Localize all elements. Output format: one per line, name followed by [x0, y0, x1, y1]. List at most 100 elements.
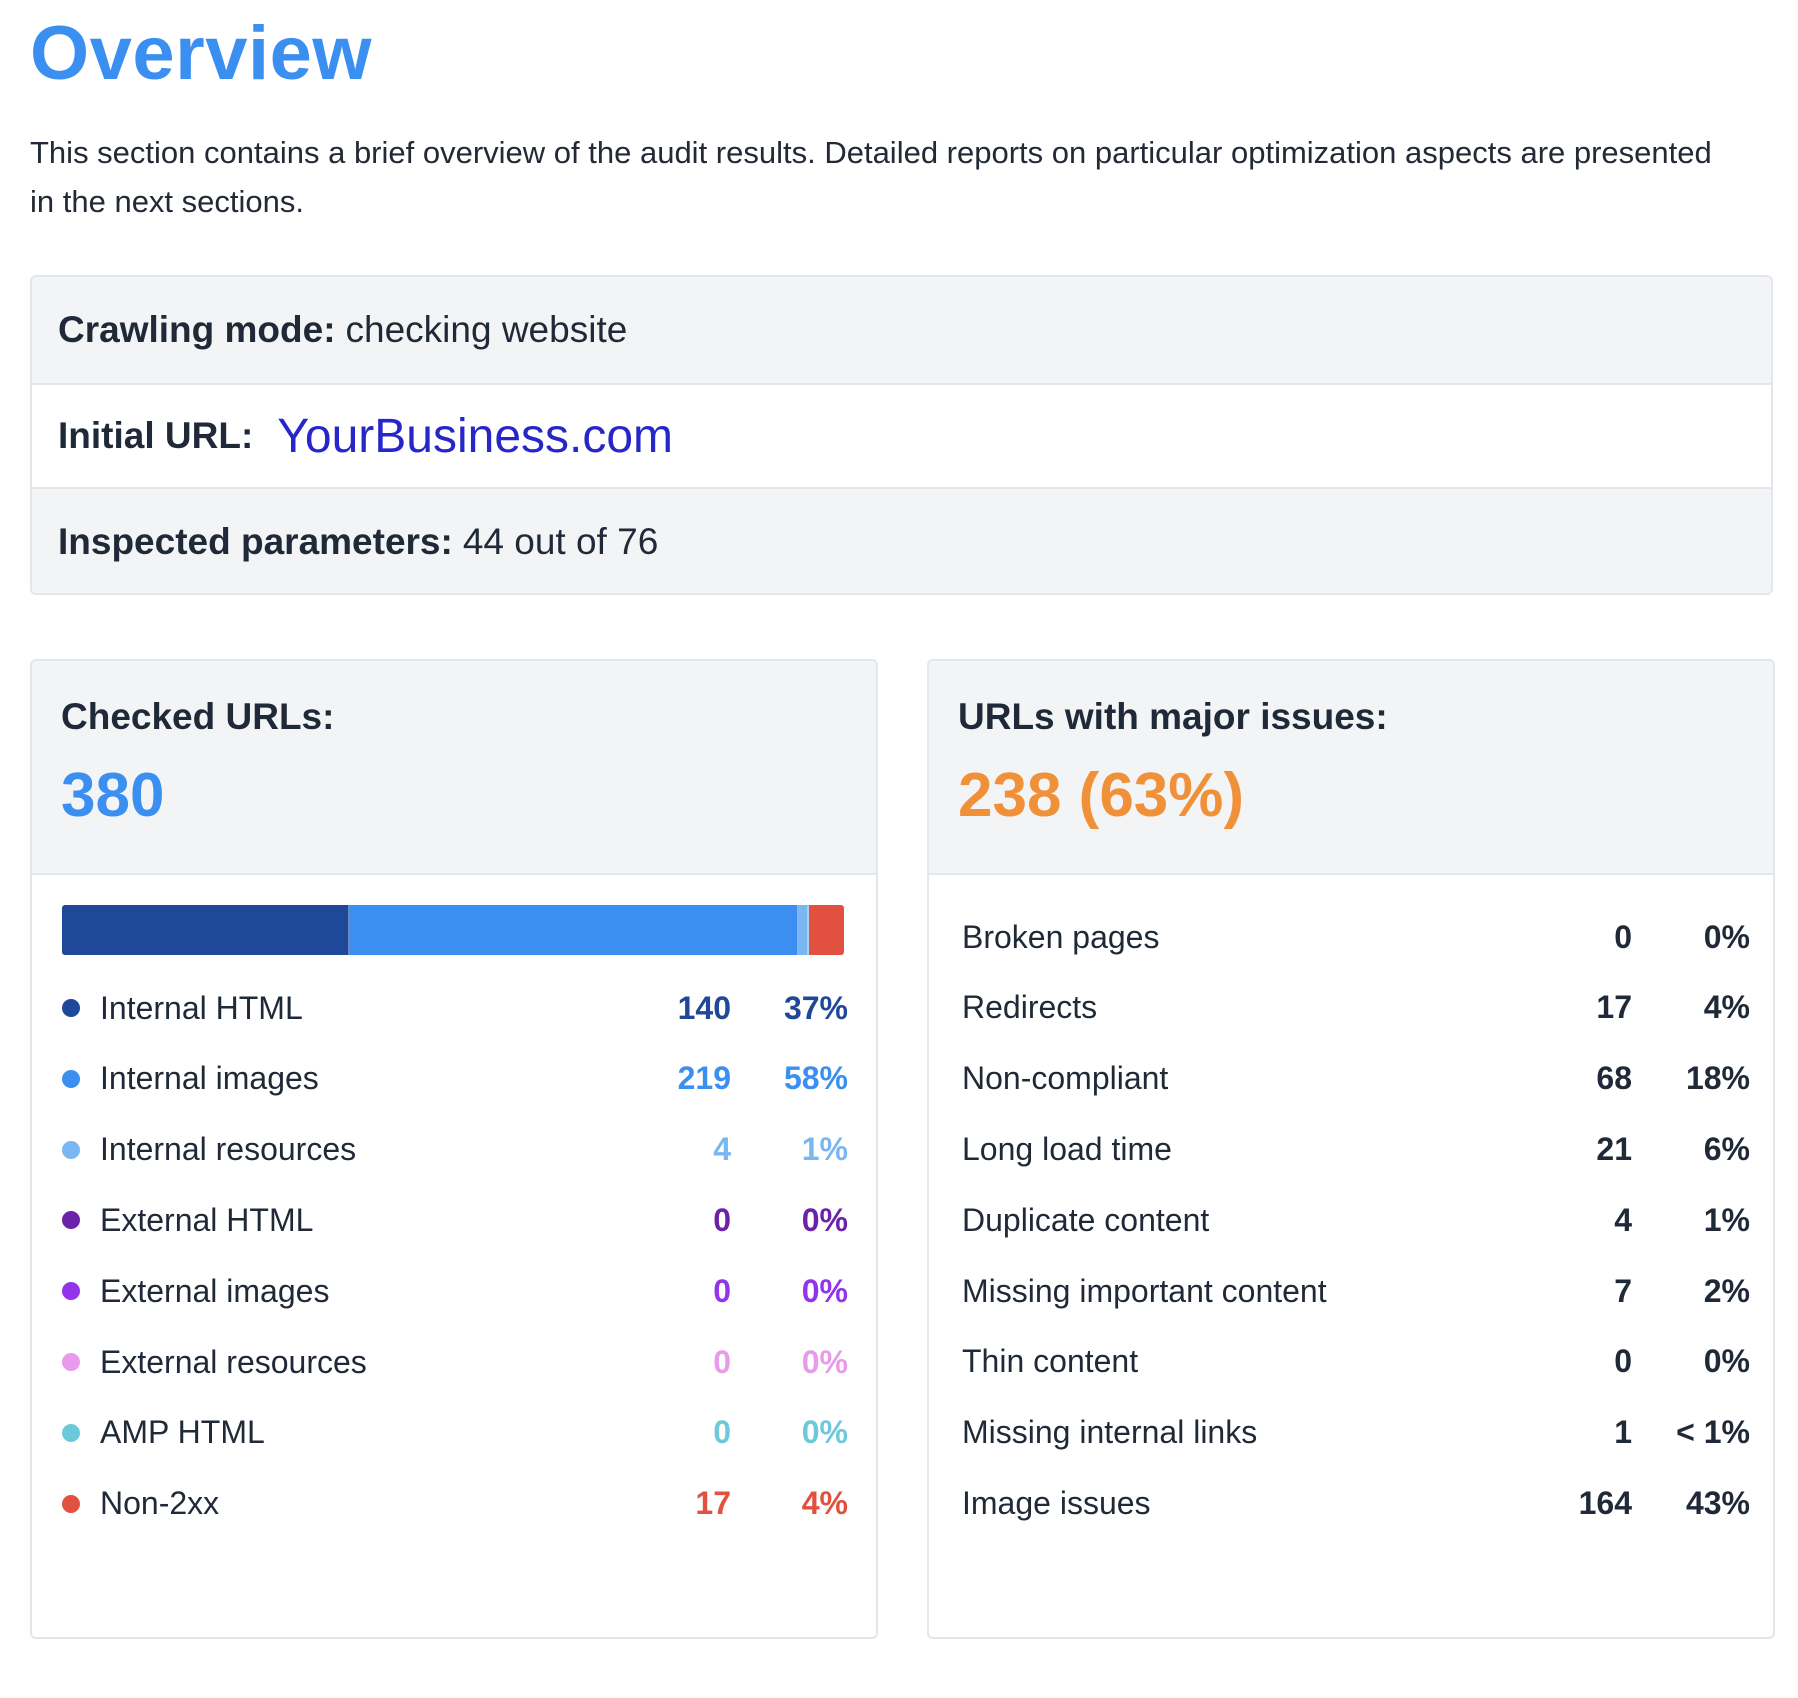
- issue-label: Image issues: [962, 1484, 1151, 1521]
- url-type-label: Internal HTML: [100, 989, 303, 1026]
- url-type-percent: 0%: [801, 1343, 848, 1380]
- url-type-label: External images: [100, 1272, 330, 1309]
- url-type-count: 4: [713, 1131, 731, 1168]
- url-type-row: Internal HTML 140 37%: [62, 978, 848, 1038]
- issue-row: Missing internal links 1 < 1%: [962, 1403, 1750, 1463]
- major-issues-total: 238 (63%): [958, 761, 1245, 830]
- issue-row: Thin content 0 0%: [962, 1332, 1750, 1392]
- issue-label: Thin content: [962, 1343, 1139, 1380]
- issue-label: Duplicate content: [962, 1201, 1210, 1238]
- url-type-count: 0: [713, 1414, 731, 1451]
- issue-count: 21: [1596, 1130, 1632, 1167]
- legend-dot-icon: [62, 1211, 80, 1230]
- url-type-percent: 0%: [801, 1272, 848, 1309]
- initial-url-label: Initial URL:: [58, 415, 254, 456]
- issue-label: Long load time: [962, 1130, 1172, 1167]
- issue-row: Broken pages 0 0%: [962, 907, 1750, 967]
- issue-label: Missing internal links: [962, 1414, 1258, 1451]
- page-title: Overview: [30, 11, 372, 96]
- url-type-count: 219: [677, 1060, 731, 1097]
- initial-url-row: Initial URL: YourBusiness.com: [32, 383, 1771, 489]
- issue-percent: 2%: [1703, 1272, 1750, 1309]
- url-type-percent: 1%: [801, 1131, 848, 1168]
- issue-row: Redirects 17 4%: [962, 978, 1750, 1038]
- issue-count: 4: [1614, 1201, 1632, 1238]
- url-type-row: Non-2xx 17 4%: [62, 1474, 848, 1534]
- issue-percent: 43%: [1685, 1484, 1750, 1521]
- url-type-label: Internal resources: [100, 1131, 357, 1168]
- issue-count: 164: [1578, 1484, 1632, 1521]
- issue-row: Missing important content 7 2%: [962, 1261, 1750, 1321]
- legend-dot-icon: [62, 1353, 80, 1371]
- checked-urls-title: Checked URLs:: [61, 696, 335, 737]
- url-type-row: Internal resources 4 1%: [62, 1120, 848, 1180]
- intro-text: This section contains a brief overview o…: [30, 135, 1712, 219]
- legend-dot-icon: [62, 999, 80, 1017]
- issue-percent: 0%: [1703, 918, 1750, 955]
- url-type-row: Internal images 219 58%: [62, 1049, 848, 1109]
- issue-percent: 1%: [1703, 1201, 1750, 1238]
- crawling-mode-value: checking website: [345, 309, 628, 350]
- url-type-row: External images 0 0%: [62, 1261, 848, 1321]
- inspected-parameters-label: Inspected parameters:: [58, 521, 453, 562]
- issue-count: 17: [1596, 989, 1632, 1026]
- url-type-label: External HTML: [100, 1201, 314, 1238]
- url-type-percent: 37%: [783, 989, 848, 1026]
- legend-dot-icon: [62, 1069, 80, 1088]
- major-issues-card: URLs with major issues: 238 (63%) Broken…: [927, 659, 1775, 1639]
- issue-percent: 18%: [1685, 1060, 1750, 1097]
- crawling-mode-label: Crawling mode:: [58, 309, 336, 350]
- legend-dot-icon: [62, 1282, 80, 1301]
- inspected-parameters-row: Inspected parameters: 44 out of 76: [32, 489, 1771, 593]
- url-type-label: External resources: [100, 1343, 367, 1380]
- issue-label: Non-compliant: [962, 1060, 1169, 1097]
- issue-row: Duplicate content 4 1%: [962, 1190, 1750, 1250]
- checked-urls-card: Checked URLs: 380 Internal HTML 140 37% Int…: [30, 659, 878, 1639]
- url-distribution-bar: [62, 905, 844, 955]
- url-type-percent: 4%: [801, 1485, 848, 1522]
- issue-count: 0: [1614, 1343, 1632, 1380]
- issue-count: 0: [1614, 918, 1632, 955]
- url-type-label: Internal images: [100, 1060, 319, 1097]
- issue-percent: < 1%: [1676, 1414, 1750, 1451]
- bar-segment: [62, 905, 350, 955]
- audit-info-box: Crawling mode: checking website Initial …: [30, 275, 1773, 595]
- major-issues-header: URLs with major issues: 238 (63%): [929, 661, 1773, 875]
- legend-dot-icon: [62, 1140, 80, 1159]
- initial-url-link[interactable]: YourBusiness.com: [277, 409, 674, 463]
- issue-row: Image issues 164 43%: [962, 1473, 1750, 1533]
- issue-percent: 6%: [1703, 1130, 1750, 1167]
- crawling-mode-row: Crawling mode: checking website: [32, 277, 1771, 383]
- url-type-row: External resources 0 0%: [62, 1332, 848, 1392]
- url-type-count: 140: [677, 989, 731, 1026]
- issue-label: Redirects: [962, 989, 1098, 1026]
- issue-percent: 0%: [1703, 1343, 1750, 1380]
- legend-dot-icon: [62, 1494, 80, 1513]
- checked-urls-header: Checked URLs: 380: [32, 661, 876, 875]
- url-type-label: AMP HTML: [100, 1414, 265, 1451]
- bar-segment: [349, 905, 800, 955]
- checked-urls-total: 380: [61, 761, 165, 830]
- major-issues-title: URLs with major issues:: [958, 696, 1388, 737]
- bar-segment: [799, 905, 810, 955]
- url-type-percent: 0%: [801, 1201, 848, 1238]
- issue-label: Missing important content: [962, 1272, 1327, 1309]
- issue-count: 1: [1614, 1414, 1632, 1451]
- url-type-percent: 0%: [801, 1414, 848, 1451]
- inspected-parameters-value: 44 out of 76: [462, 521, 659, 562]
- issue-percent: 4%: [1703, 989, 1750, 1026]
- url-type-count: 17: [695, 1485, 731, 1522]
- issue-row: Long load time 21 6%: [962, 1119, 1750, 1179]
- url-type-count: 0: [713, 1272, 731, 1309]
- issue-count: 7: [1614, 1272, 1632, 1309]
- url-type-row: AMP HTML 0 0%: [62, 1403, 848, 1463]
- bar-segment: [809, 905, 844, 955]
- url-type-count: 0: [713, 1201, 731, 1238]
- url-type-count: 0: [713, 1343, 731, 1380]
- issue-row: Non-compliant 68 18%: [962, 1049, 1750, 1109]
- legend-dot-icon: [62, 1423, 80, 1442]
- issue-label: Broken pages: [962, 918, 1160, 955]
- url-type-percent: 58%: [783, 1060, 848, 1097]
- issue-count: 68: [1596, 1060, 1632, 1097]
- url-type-label: Non-2xx: [100, 1485, 220, 1522]
